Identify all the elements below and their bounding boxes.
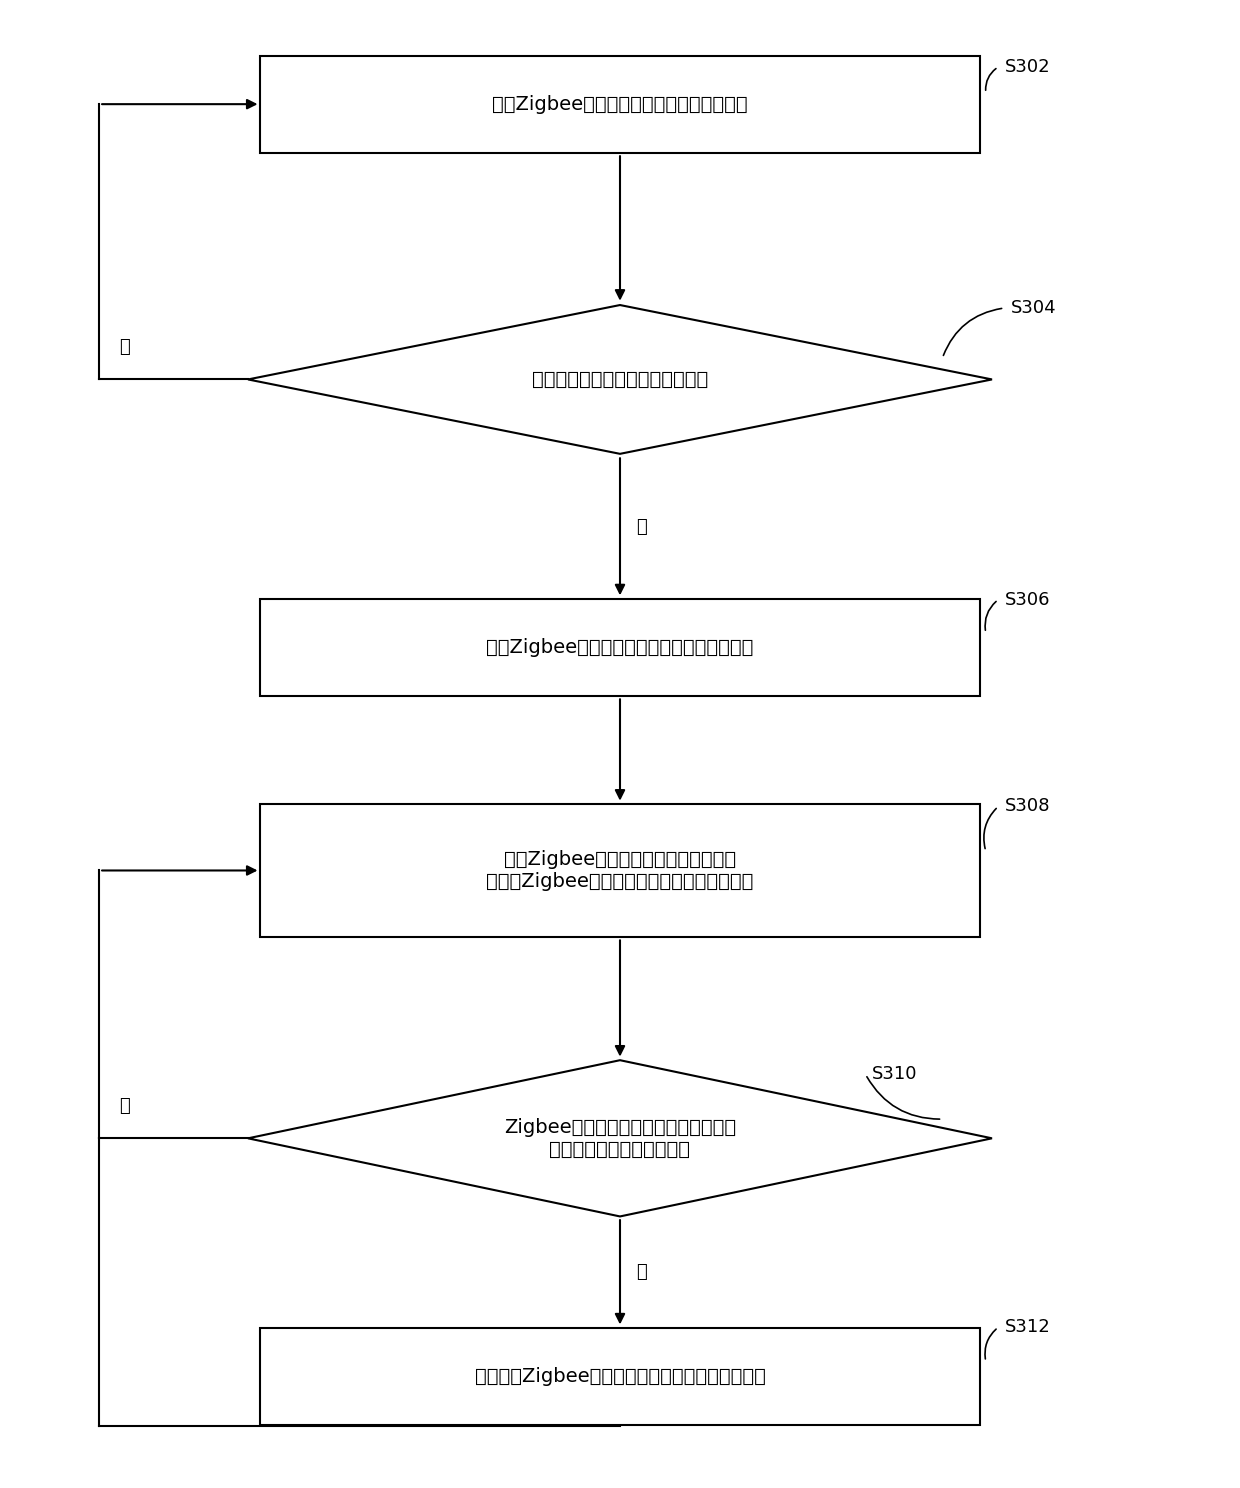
Text: S304: S304 (1011, 299, 1056, 317)
FancyBboxPatch shape (260, 1327, 980, 1426)
Text: 再次提高Zigbee传输设备进行数据通信的传输功率: 再次提高Zigbee传输设备进行数据通信的传输功率 (475, 1367, 765, 1385)
Polygon shape (248, 305, 992, 454)
Text: S312: S312 (1004, 1318, 1050, 1336)
Text: Zigbee传输设备数据通讯的通信成功率
低于预设的第一成功率阈值: Zigbee传输设备数据通讯的通信成功率 低于预设的第一成功率阈值 (503, 1117, 737, 1159)
Text: S308: S308 (1004, 798, 1050, 815)
Text: 获取Zigbee传输设备的供电部件的剩余电量: 获取Zigbee传输设备的供电部件的剩余电量 (492, 95, 748, 113)
Text: S306: S306 (1004, 591, 1050, 609)
FancyBboxPatch shape (260, 55, 980, 152)
Text: S302: S302 (1004, 58, 1050, 76)
Text: 否: 否 (119, 338, 129, 356)
Polygon shape (248, 1059, 992, 1217)
Text: 剩余电量低于预设的第一电量阈值: 剩余电量低于预设的第一电量阈值 (532, 371, 708, 388)
FancyBboxPatch shape (260, 804, 980, 937)
Text: 否: 否 (119, 1097, 129, 1115)
Text: 监听Zigbee传输设备的数据通信事件，
以确定Zigbee传输设备数据通讯的通信成功率: 监听Zigbee传输设备的数据通信事件， 以确定Zigbee传输设备数据通讯的通… (486, 850, 754, 891)
Text: 是: 是 (636, 518, 647, 536)
Text: 提高Zigbee传输设备进行数据通信的传输功率: 提高Zigbee传输设备进行数据通信的传输功率 (486, 638, 754, 656)
Text: 是: 是 (636, 1263, 647, 1281)
Text: S310: S310 (872, 1065, 918, 1083)
FancyBboxPatch shape (260, 600, 980, 696)
